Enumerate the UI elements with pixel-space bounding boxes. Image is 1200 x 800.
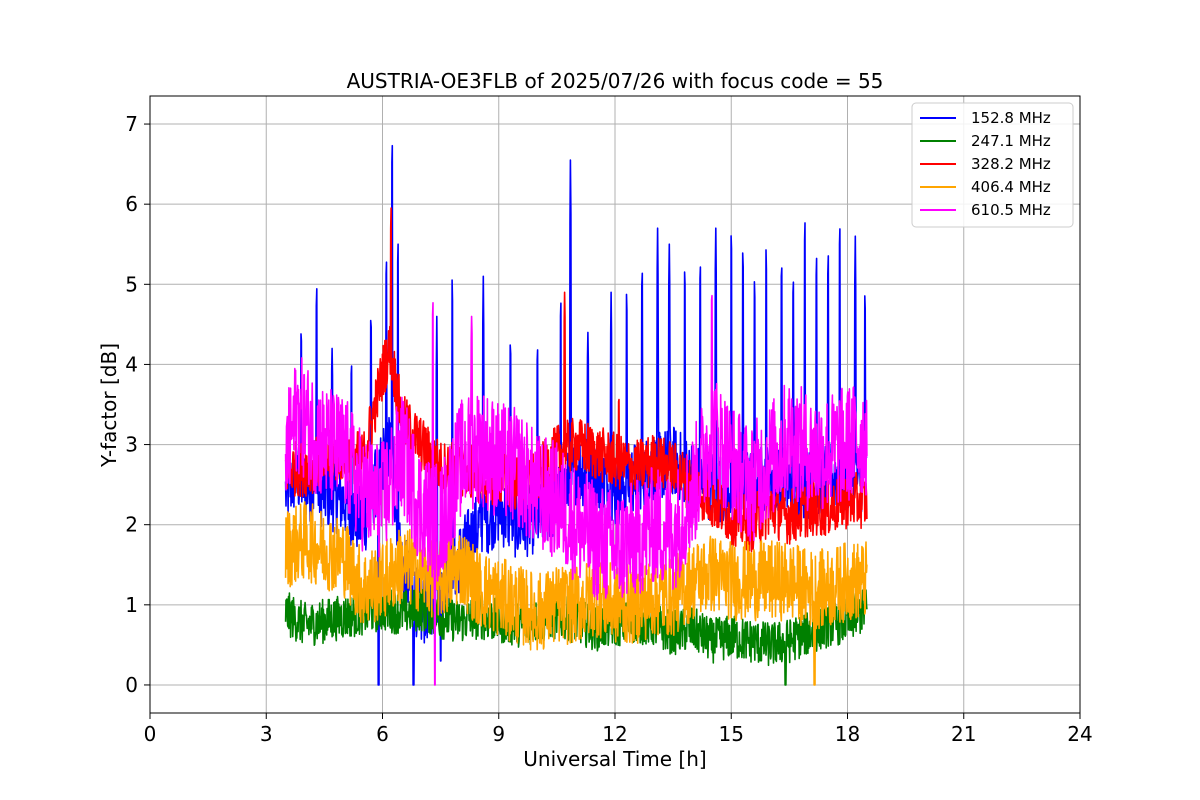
legend-box	[911, 102, 1074, 228]
series-line	[284, 294, 868, 686]
x-tick-label: 18	[835, 722, 860, 746]
x-tick-label: 12	[602, 722, 627, 746]
x-tick-label: 6	[376, 722, 389, 746]
legend-entry-label: 610.5 MHz	[971, 201, 1051, 219]
series-line	[284, 501, 868, 686]
x-axis-label: Universal Time [h]	[523, 747, 706, 771]
y-tick-label: 4	[125, 352, 138, 376]
x-axis-ticks: 0 3 6 9 12 15 18 21 24	[144, 713, 1093, 746]
y-tick-label: 7	[125, 112, 138, 136]
y-tick-label: 0	[125, 673, 138, 697]
x-tick-label: 24	[1067, 722, 1092, 746]
x-tick-label: 0	[144, 722, 157, 746]
series-line	[284, 207, 868, 553]
x-tick-label: 3	[260, 722, 273, 746]
x-tick-label: 9	[492, 722, 505, 746]
x-tick-label: 15	[719, 722, 744, 746]
legend: 152.8 MHz 247.1 MHz 328.2 MHz 406.4 MHz 610.…	[911, 102, 1074, 228]
legend-entry-label: 328.2 MHz	[971, 155, 1051, 173]
y-tick-label: 5	[125, 272, 138, 296]
series-layer	[284, 144, 868, 686]
legend-entry-label: 152.8 MHz	[971, 109, 1051, 127]
x-tick-label: 21	[951, 722, 976, 746]
y-tick-label: 2	[125, 513, 138, 537]
y-axis-label: Y-factor [dB]	[97, 343, 121, 468]
chart-title: AUSTRIA-OE3FLB of 2025/07/26 with focus …	[347, 69, 884, 93]
legend-entry-label: 406.4 MHz	[971, 178, 1051, 196]
y-tick-label: 3	[125, 433, 138, 457]
legend-entry-label: 247.1 MHz	[971, 132, 1051, 150]
y-tick-label: 6	[125, 192, 138, 216]
y-tick-label: 1	[125, 593, 138, 617]
y-axis-ticks: 0 1 2 3 4 5 6 7	[125, 112, 150, 697]
